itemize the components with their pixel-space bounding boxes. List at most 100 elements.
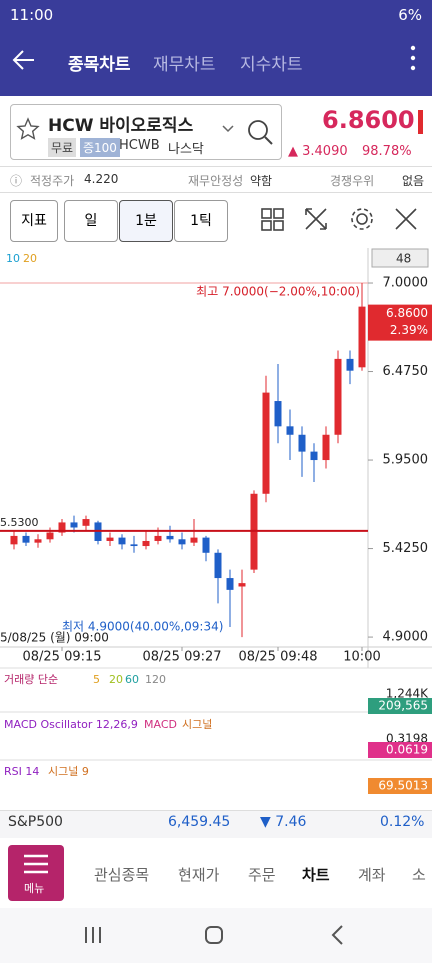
macd-series: MACD <box>144 718 177 731</box>
more-button[interactable] <box>408 44 418 74</box>
candle-body <box>358 306 366 368</box>
candle-body <box>214 552 222 579</box>
ma-label: 20 <box>23 252 37 265</box>
nav-item[interactable]: 주문 <box>248 866 276 884</box>
macd-series: 시그널 <box>182 718 212 731</box>
toolbar-button[interactable]: 일 <box>64 200 118 242</box>
candle-body <box>10 535 18 545</box>
nav-item[interactable]: 소 <box>412 866 426 884</box>
search-icons[interactable] <box>220 118 280 148</box>
candle-body <box>70 522 78 528</box>
ma-label: 10 <box>6 252 20 265</box>
back-button[interactable] <box>10 46 38 74</box>
candle-body <box>202 537 210 553</box>
toolbar-button[interactable]: 1분 <box>119 200 173 242</box>
candle-body <box>166 535 174 540</box>
price-tag-pct: 2.39% <box>390 323 428 337</box>
nav-bar <box>0 838 432 908</box>
volume-period: 120 <box>145 673 166 686</box>
y-tick-label: 7.0000 <box>383 276 429 291</box>
toolbar-button[interactable]: 1틱 <box>174 200 228 242</box>
candle-body <box>334 358 342 435</box>
tab[interactable]: 지수차트 <box>240 55 303 75</box>
date-note: 5/08/25 (월) 09:00 <box>0 631 109 645</box>
x-tick-label: 08/25 09:15 <box>22 650 101 665</box>
index-pct: 0.12% <box>380 814 425 830</box>
candle-body <box>58 522 66 533</box>
volume-period: 60 <box>125 673 139 686</box>
rsi-signal: 시그널 9 <box>48 765 89 778</box>
nav-item[interactable]: 관심종목 <box>94 866 150 884</box>
candle-body <box>274 401 282 427</box>
nav-item[interactable]: 계좌 <box>358 866 386 884</box>
volume-tag <box>368 698 432 714</box>
candle-body <box>82 519 90 526</box>
candle-body <box>286 426 294 435</box>
candle-body <box>106 537 114 541</box>
tab[interactable]: 종목차트 <box>68 55 131 75</box>
system-buttons[interactable] <box>80 922 360 948</box>
price-tag-value: 6.8600 <box>386 306 428 320</box>
price-tag <box>368 304 432 341</box>
info-value: 없음 <box>402 174 425 188</box>
rsi-last: 69.5013 <box>378 779 428 793</box>
volume-period: 20 <box>109 673 123 686</box>
rsi-title: RSI 14 <box>4 765 39 778</box>
volume-period: 5 <box>93 673 100 686</box>
candle-body <box>238 583 246 587</box>
y-tick-label: 5.9500 <box>383 453 429 468</box>
candle-body <box>298 434 306 452</box>
candle-body <box>310 451 318 461</box>
price-marker <box>418 110 423 134</box>
index-row-bg <box>0 810 432 839</box>
volume-title: 거래량 단순 <box>4 673 58 686</box>
candle-body <box>262 392 270 494</box>
rsi-tag <box>368 778 432 794</box>
volume-max: 1,244K <box>386 687 429 701</box>
help-icon: ⓘ <box>10 174 23 188</box>
candle-body <box>118 537 126 545</box>
y-tick-label: 6.4750 <box>383 364 429 379</box>
info-value: 4.220 <box>84 172 119 186</box>
candle-body <box>22 535 30 543</box>
candle-body <box>226 578 234 590</box>
divider <box>0 192 432 193</box>
price: 6.8600 <box>322 106 415 134</box>
index-name: S&P500 <box>8 814 63 830</box>
nav-item[interactable]: 차트 <box>302 866 330 884</box>
x-tick-label: 10:00 <box>343 650 380 665</box>
badge: 증100 <box>80 138 120 157</box>
clock: 11:00 <box>10 6 54 24</box>
menu-icon <box>24 854 48 874</box>
count-box <box>371 248 429 268</box>
menu-label: 메뉴 <box>24 882 45 895</box>
candle-body <box>154 535 162 541</box>
info-label: 적정주가 <box>30 174 75 188</box>
y-tick-label: 5.4250 <box>383 541 429 556</box>
change: ▲ 3.4090 <box>288 144 348 159</box>
info-value: 약함 <box>250 174 273 188</box>
battery: 6% <box>398 6 422 24</box>
macd-tag <box>368 742 432 758</box>
toolbar-icons[interactable] <box>258 205 426 237</box>
search-box[interactable] <box>10 104 282 160</box>
candle-body <box>346 358 354 371</box>
tab[interactable]: 재무차트 <box>153 55 216 75</box>
divider <box>0 166 432 167</box>
candle-body <box>322 434 330 461</box>
low-note: 최저 4.9000(40.00%,09:34) <box>62 620 223 634</box>
ticker: HCWB <box>119 138 160 153</box>
star-icon[interactable] <box>16 117 40 141</box>
nav-item[interactable]: 현재가 <box>178 866 220 884</box>
index-change: ▼ 7.46 <box>260 814 307 830</box>
toolbar-button[interactable]: 지표 <box>10 200 58 242</box>
volume-last: 209,565 <box>378 699 428 713</box>
count: 48 <box>396 252 411 266</box>
candle-body <box>46 532 54 540</box>
macd-title: MACD Oscillator 12,26,9 <box>4 718 138 731</box>
change-pct: 98.78% <box>362 144 412 159</box>
info-label: 재무안정성 <box>188 174 244 188</box>
x-tick-label: 08/25 09:27 <box>142 650 221 665</box>
